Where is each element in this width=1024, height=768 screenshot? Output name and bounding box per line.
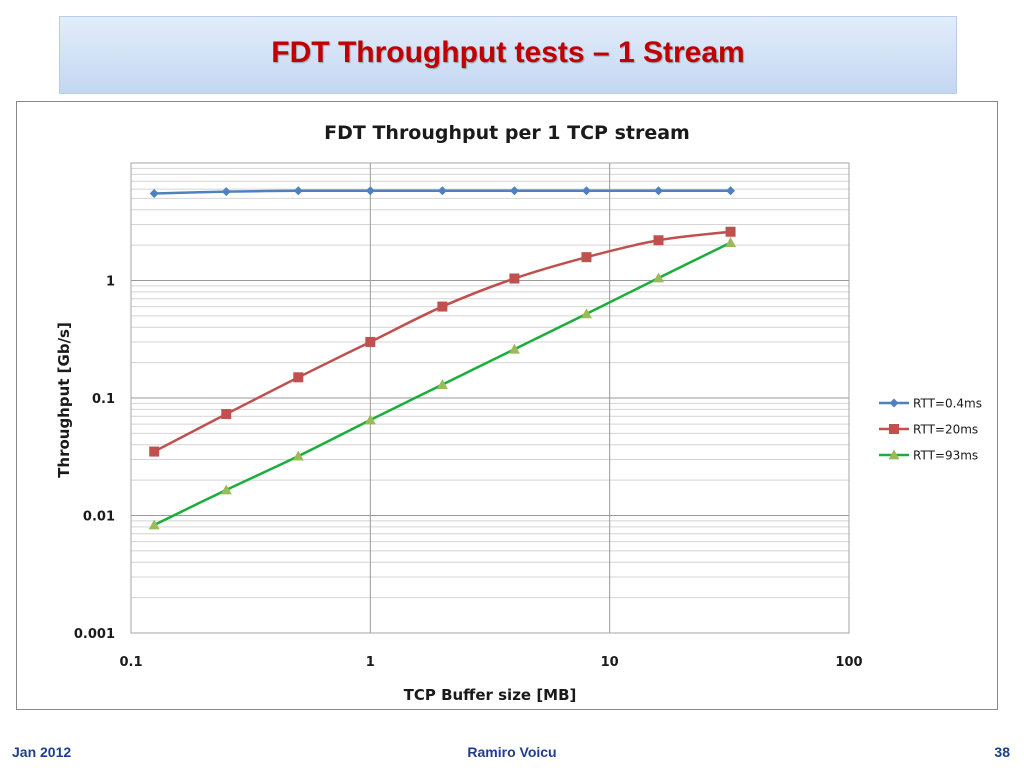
series-3-point xyxy=(364,414,376,425)
series-1-point xyxy=(149,189,159,199)
x-tick-label: 100 xyxy=(835,655,862,670)
series-2-point xyxy=(653,235,664,246)
y-tick-label: 0.01 xyxy=(83,510,115,525)
series-3-point xyxy=(220,484,232,495)
series-3-point xyxy=(653,272,665,283)
series-layer xyxy=(148,186,737,530)
y-axis-label: Throughput [Gb/s] xyxy=(55,322,73,478)
series-2-point xyxy=(221,409,232,420)
series-2 xyxy=(149,226,736,457)
legend-marker xyxy=(889,424,899,434)
series-1-point xyxy=(437,186,447,196)
series-2-point xyxy=(149,446,160,457)
series-3-point xyxy=(436,379,448,390)
series-2-point xyxy=(365,336,376,347)
series-1-point xyxy=(581,186,591,196)
footer-author: Ramiro Voicu xyxy=(467,744,557,760)
legend: RTT=0.4ms RTT=20ms RTT=93ms xyxy=(879,397,982,463)
x-axis-label: TCP Buffer size [MB] xyxy=(404,686,577,704)
grid-layer xyxy=(130,163,850,634)
series-3-point xyxy=(725,237,737,248)
series-3-point xyxy=(292,450,304,461)
series-1 xyxy=(149,186,736,199)
x-tick-label: 0.1 xyxy=(119,655,142,670)
title-banner: FDT Throughput tests – 1 Stream xyxy=(59,16,957,94)
series-2-point xyxy=(293,372,304,383)
series-1-point xyxy=(509,186,519,196)
legend-label: RTT=20ms xyxy=(913,423,978,437)
throughput-chart: FDT Throughput per 1 TCP stream 0.0010.0… xyxy=(55,122,982,704)
series-2-point xyxy=(581,252,592,263)
y-tick-label: 1 xyxy=(106,275,115,290)
slide-title: FDT Throughput tests – 1 Stream xyxy=(271,36,745,69)
y-tick-label: 0.1 xyxy=(92,392,115,407)
legend-label: RTT=0.4ms xyxy=(913,397,982,411)
series-1-point xyxy=(365,186,375,196)
legend-label: RTT=93ms xyxy=(913,449,978,463)
series-1-point xyxy=(726,186,736,196)
series-3-point xyxy=(508,343,520,354)
y-tick-label: 0.001 xyxy=(74,627,115,642)
series-1-point xyxy=(221,187,231,197)
series-1-point xyxy=(654,186,664,196)
x-tick-label: 10 xyxy=(601,655,619,670)
series-1-point xyxy=(293,186,303,196)
legend-marker xyxy=(889,398,899,408)
chart-title: FDT Throughput per 1 TCP stream xyxy=(324,122,690,144)
plot-area-border xyxy=(130,162,850,634)
series-3-point xyxy=(580,308,592,319)
footer-page-number: 38 xyxy=(994,744,1010,760)
series-2-point xyxy=(725,226,736,237)
series-3 xyxy=(148,237,737,530)
series-3-point xyxy=(148,519,160,530)
chart-frame: FDT Throughput per 1 TCP stream 0.001 0.0… xyxy=(16,101,998,710)
footer-date: Jan 2012 xyxy=(12,744,72,760)
tick-labels: 0.001 0.01 0.1 1 0.1 1 10 100 xyxy=(74,275,863,671)
legend-marker xyxy=(888,449,900,460)
x-tick-label: 1 xyxy=(366,655,375,670)
series-2-point xyxy=(509,273,520,284)
series-2-point xyxy=(437,301,448,312)
